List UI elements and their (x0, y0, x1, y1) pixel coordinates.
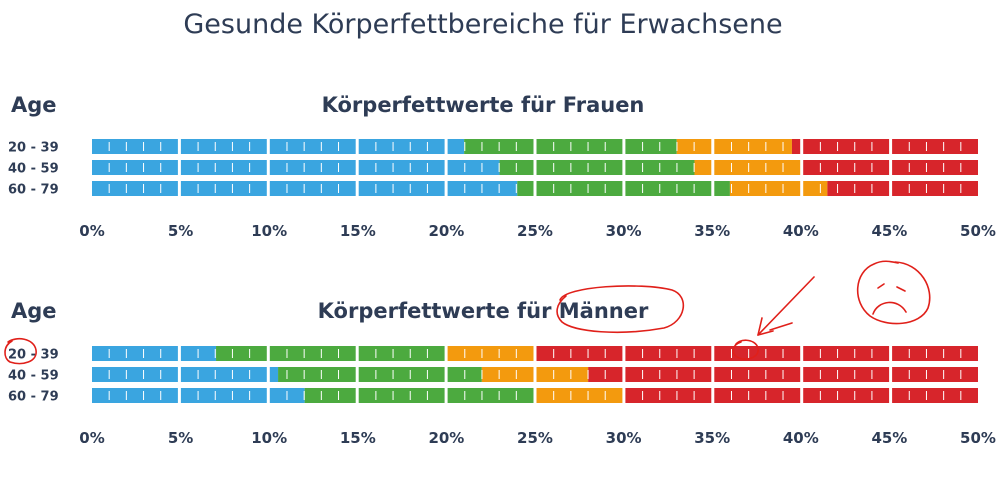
x-tick-label: 50% (960, 429, 996, 447)
bar-segment-healthy (304, 388, 535, 403)
men-chart-panel: Age Körperfettwerte für Männer 20 - 39 40… (8, 299, 996, 447)
circle-at-37-percent (732, 339, 759, 360)
bar-segment-overfat (729, 181, 828, 196)
bar-segment-underfat (92, 160, 500, 175)
arrow-head (757, 317, 793, 336)
x-tick-label: 45% (871, 222, 907, 240)
x-tick-label: 15% (340, 429, 376, 447)
bar-segment-overfat (446, 346, 535, 361)
women-x-axis: 0% 5% 10% 15% 20% 25% 30% 35% 40% 45% 50% (79, 222, 996, 240)
bar-segment-healthy (517, 181, 730, 196)
bar-segment-underfat (92, 367, 279, 382)
x-tick-label: 5% (168, 429, 193, 447)
x-tick-label: 25% (517, 222, 553, 240)
age-header: Age (11, 93, 57, 117)
x-tick-label: 5% (168, 222, 193, 240)
bar-segment-underfat (92, 139, 465, 154)
arrow-line (757, 276, 815, 336)
x-tick-label: 40% (783, 222, 819, 240)
women-chart-panel: Age Körperfettwerte für Frauen 20 - 39 40… (8, 93, 996, 240)
age-row-label: 60 - 79 (8, 390, 59, 405)
circle-around-maenner (556, 285, 685, 334)
x-tick-label: 30% (606, 222, 642, 240)
bar-segment-obese (800, 160, 978, 175)
x-tick-label: 15% (340, 222, 376, 240)
age-row-label: 20 - 39 (8, 348, 59, 363)
men-chart-title: Körperfettwerte für Männer (318, 299, 649, 323)
age-row-label: 20 - 39 (8, 141, 59, 156)
bar-segment-overfat (676, 139, 792, 154)
bar-row: 60 - 79 (8, 388, 978, 405)
bar-row: 40 - 59 (8, 160, 978, 177)
x-tick-label: 50% (960, 222, 996, 240)
men-bars: 20 - 39 40 - 59 60 - 79 (8, 346, 978, 405)
circle-around-age-20 (4, 337, 37, 365)
bar-segment-obese (827, 181, 978, 196)
bar-segment-overfat (694, 160, 801, 175)
x-tick-label: 30% (606, 429, 642, 447)
x-tick-label: 40% (783, 429, 819, 447)
x-tick-label: 0% (79, 222, 104, 240)
bar-segment-healthy (278, 367, 482, 382)
bar-segment-underfat (92, 346, 217, 361)
bar-row: 20 - 39 (8, 346, 978, 363)
x-tick-label: 0% (79, 429, 104, 447)
x-tick-label: 10% (251, 429, 287, 447)
x-tick-label: 35% (694, 429, 730, 447)
men-x-axis: 0% 5% 10% 15% 20% 25% 30% 35% 40% 45% 50% (79, 429, 996, 447)
x-tick-label: 35% (694, 222, 730, 240)
x-tick-label: 10% (251, 222, 287, 240)
bar-row: 20 - 39 (8, 139, 978, 156)
x-tick-label: 45% (871, 429, 907, 447)
bar-segment-healthy (216, 346, 447, 361)
bar-segment-overfat (481, 367, 589, 382)
age-row-label: 40 - 59 (8, 162, 59, 177)
women-chart-title: Körperfettwerte für Frauen (322, 93, 645, 117)
bar-segment-obese (791, 139, 978, 154)
bar-row: 40 - 59 (8, 367, 978, 384)
x-tick-label: 25% (517, 429, 553, 447)
sad-face-icon (856, 260, 931, 325)
women-bars: 20 - 39 40 - 59 60 - 79 (8, 139, 978, 198)
page-title: Gesunde Körperfettbereiche für Erwachsen… (183, 9, 782, 40)
age-header: Age (11, 299, 57, 323)
x-tick-label: 20% (428, 222, 464, 240)
bar-segment-healthy (499, 160, 695, 175)
age-row-label: 40 - 59 (8, 369, 59, 384)
handwritten-annotations (4, 260, 931, 365)
bar-segment-overfat (535, 388, 624, 403)
bar-row: 60 - 79 (8, 181, 978, 198)
age-row-label: 60 - 79 (8, 183, 59, 198)
x-tick-label: 20% (428, 429, 464, 447)
